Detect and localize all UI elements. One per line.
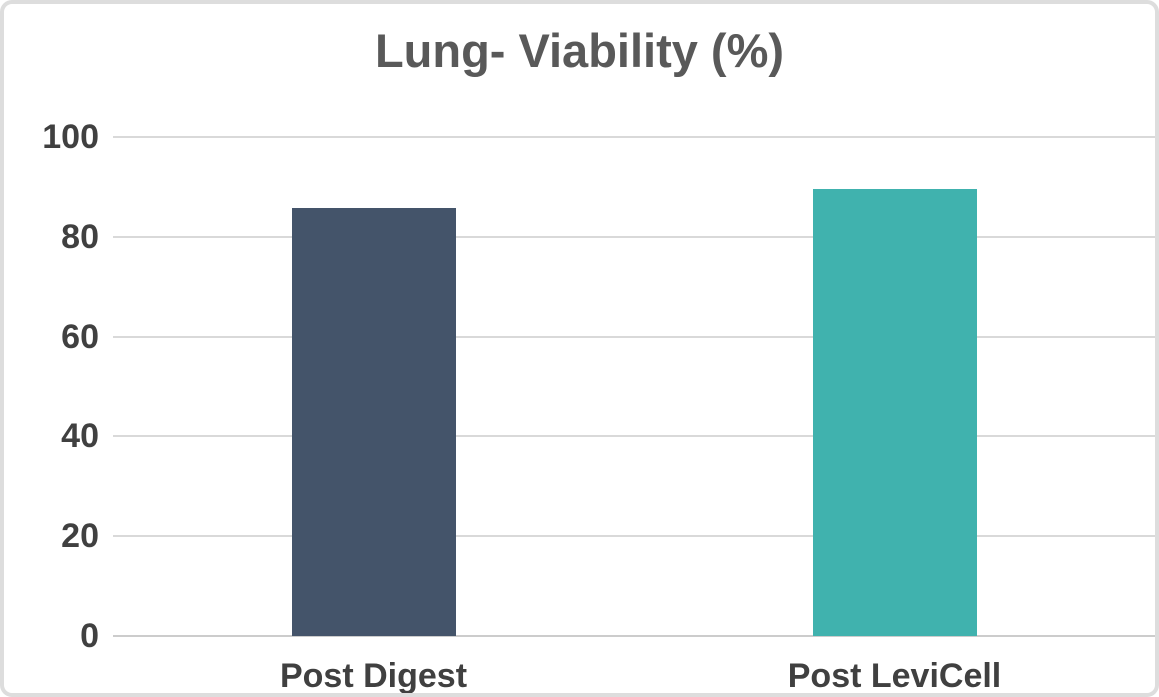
y-tick-label-100: 100: [42, 118, 99, 156]
x-axis-line: [113, 635, 1155, 637]
x-axis-label-post-digest: Post Digest: [279, 657, 468, 695]
y-tick-label-40: 40: [61, 417, 99, 456]
bar-post-digest: [291, 208, 456, 636]
gridline-60: [113, 335, 1155, 338]
gridline-80: [113, 235, 1155, 238]
y-tick-label-0: 0: [80, 617, 99, 655]
x-axis-labels: Post Digest Post LeviCell: [113, 657, 1155, 695]
y-tick-label-20: 20: [61, 517, 99, 556]
gridline-20: [113, 535, 1155, 538]
y-tick-label-80: 80: [61, 217, 99, 256]
gridline-100: [113, 136, 1155, 138]
gridline-40: [113, 435, 1155, 438]
x-axis-label-post-levicell: Post LeviCell: [787, 657, 1002, 695]
chart-title: Lung- Viability (%): [374, 24, 785, 77]
y-tick-label-60: 60: [61, 317, 99, 356]
bar-post-levicell: [812, 188, 977, 636]
plot-area: 0 20 40 60 80 100: [42, 120, 1155, 653]
